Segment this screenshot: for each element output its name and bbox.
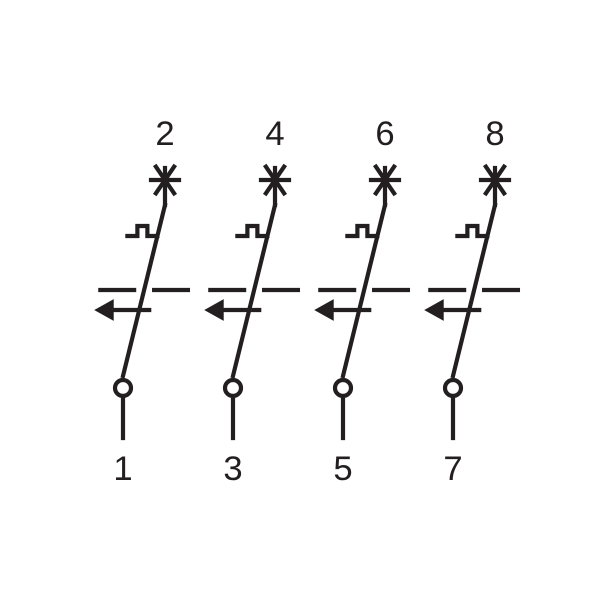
- trip-release-symbol: [347, 226, 377, 236]
- hinge: [445, 380, 461, 396]
- breaker-pole: 65: [315, 115, 408, 488]
- terminal-label-bottom: 5: [333, 450, 352, 488]
- terminal-label-top: 2: [155, 115, 174, 153]
- breaker-pole: 87: [425, 115, 518, 488]
- hinge: [115, 380, 131, 396]
- trip-release-symbol: [237, 226, 267, 236]
- trip-arrow-head: [205, 300, 223, 320]
- hinge: [335, 380, 351, 396]
- terminal-label-top: 4: [265, 115, 284, 153]
- terminal-label-top: 8: [485, 115, 504, 153]
- trip-arrow-head: [95, 300, 113, 320]
- terminal-label-bottom: 1: [113, 450, 132, 488]
- breaker-schematic: 21436587: [0, 0, 600, 600]
- terminal-label-top: 6: [375, 115, 394, 153]
- trip-arrow-head: [425, 300, 443, 320]
- breaker-pole: 21: [95, 115, 188, 488]
- trip-arrow-head: [315, 300, 333, 320]
- terminal-label-bottom: 3: [223, 450, 242, 488]
- trip-release-symbol: [127, 226, 157, 236]
- breaker-pole: 43: [205, 115, 298, 488]
- trip-release-symbol: [457, 226, 487, 236]
- hinge: [225, 380, 241, 396]
- terminal-label-bottom: 7: [443, 450, 462, 488]
